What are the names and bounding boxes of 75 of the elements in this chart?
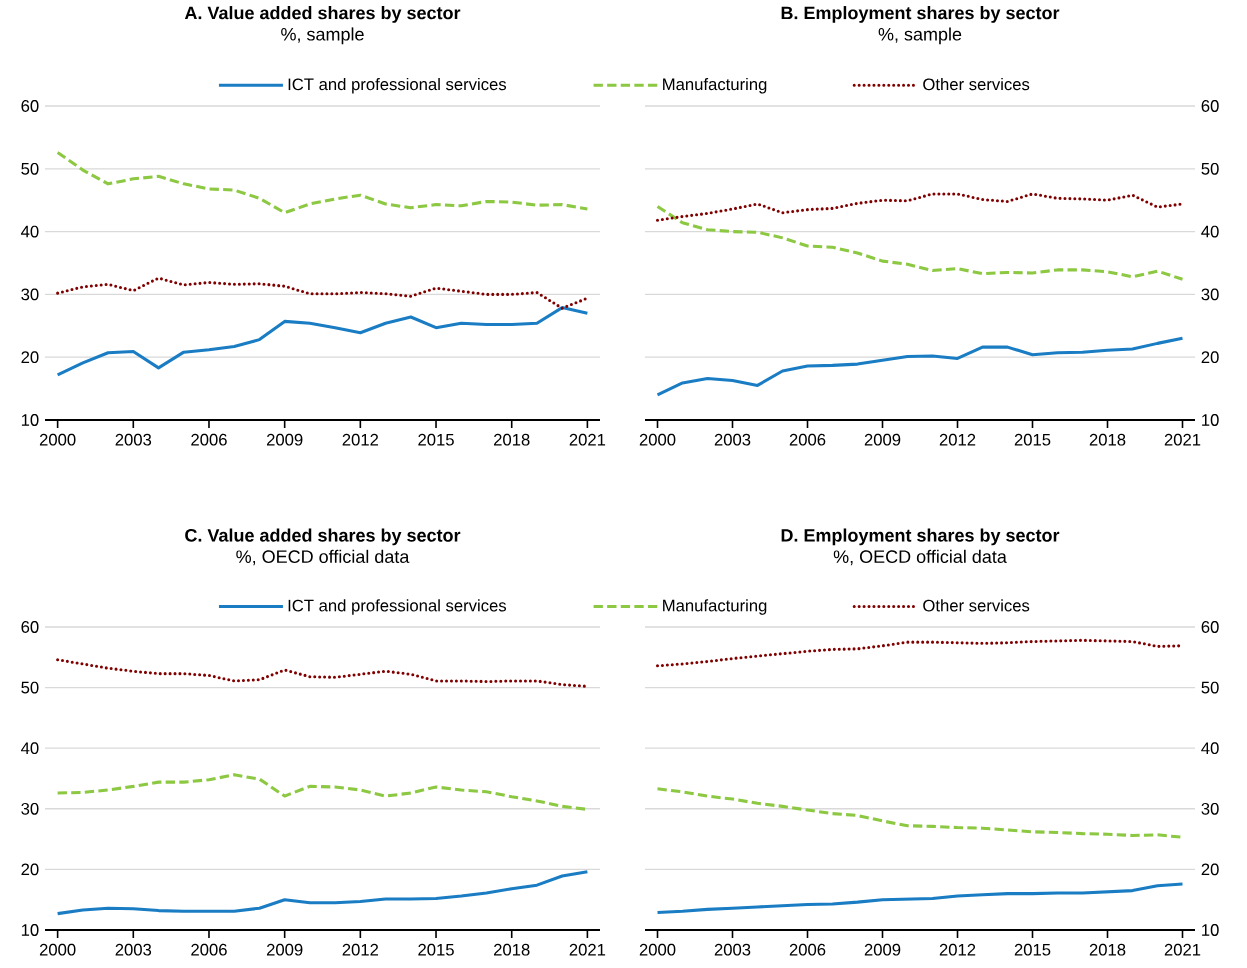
- x-tick-label: 2006: [789, 433, 826, 446]
- y-tick-label: 20: [1201, 351, 1219, 364]
- chart-subtitle: %, sample: [878, 27, 962, 45]
- legend-label: Manufacturing: [663, 599, 767, 615]
- legend-label: Manufacturing: [663, 77, 767, 94]
- line-series: [56, 658, 589, 688]
- x-tick-label: 2012: [342, 943, 379, 956]
- chart-title: D. Employment shares by sector: [781, 528, 1060, 546]
- y-tick-label: 40: [21, 225, 39, 238]
- x-tick-label: 2006: [191, 943, 227, 956]
- x-tick-label: 2012: [342, 433, 379, 446]
- y-tick-label: 20: [21, 351, 39, 364]
- y-tick-label: 60: [21, 100, 39, 112]
- line-series: [56, 150, 589, 215]
- x-tick-label: 2000: [39, 943, 76, 956]
- x-tick-label: 2015: [1014, 943, 1051, 956]
- x-tick-label: 2003: [714, 943, 751, 956]
- x-tick-label: 2018: [1089, 433, 1126, 446]
- y-tick-label: 40: [1201, 742, 1219, 755]
- y-tick-label: 10: [21, 414, 39, 426]
- y-tick-label: 30: [21, 288, 39, 301]
- y-tick-label: 40: [21, 742, 39, 755]
- x-tick-label: 2015: [1014, 433, 1051, 446]
- y-tick-label: 50: [1201, 162, 1219, 175]
- x-tick-label: 2021: [1164, 943, 1201, 956]
- x-tick-label: 2015: [418, 433, 454, 446]
- y-tick-label: 30: [1201, 802, 1219, 815]
- x-tick-label: 2015: [418, 943, 454, 956]
- x-tick-label: 2009: [266, 943, 303, 956]
- y-tick-label: 10: [1202, 924, 1219, 936]
- chart-title: B. Employment shares by sector: [781, 6, 1060, 23]
- legend-label: Other services: [923, 599, 1030, 612]
- x-tick-label: 2012: [939, 433, 976, 446]
- x-tick-label: 2003: [115, 943, 152, 956]
- x-tick-label: 2003: [714, 433, 751, 446]
- x-tick-label: 2000: [39, 433, 76, 446]
- x-tick-label: 2021: [569, 943, 606, 956]
- legend-label: ICT and professional services: [288, 77, 507, 94]
- line-series: [56, 276, 589, 310]
- y-tick-label: 50: [1201, 681, 1219, 694]
- x-tick-label: 2012: [939, 943, 976, 956]
- x-tick-label: 2003: [115, 433, 152, 446]
- line-series: [56, 306, 589, 377]
- line-series: [655, 204, 1185, 281]
- y-tick-label: 40: [1201, 225, 1219, 238]
- y-tick-label: 10: [21, 924, 39, 936]
- y-tick-label: 60: [21, 621, 39, 633]
- legend-label: ICT and professional services: [288, 599, 507, 615]
- chart-subtitle: %, sample: [281, 27, 364, 45]
- y-tick-label: 20: [21, 863, 39, 876]
- x-tick-label: 2018: [494, 433, 530, 446]
- y-tick-label: 30: [1201, 288, 1219, 301]
- x-tick-label: 2018: [1089, 943, 1126, 956]
- chart-subtitle: %, OECD official data: [236, 549, 410, 566]
- chart-title: C. Value added shares by sector: [185, 528, 461, 546]
- y-tick-label: 10: [1202, 414, 1219, 426]
- chart-subtitle: %, OECD official data: [833, 549, 1007, 566]
- y-tick-label: 60: [1201, 100, 1219, 112]
- x-tick-label: 2006: [789, 943, 826, 956]
- x-tick-label: 2021: [569, 433, 606, 446]
- x-tick-label: 2018: [494, 943, 530, 956]
- y-tick-label: 30: [21, 802, 39, 815]
- x-tick-label: 2000: [639, 943, 676, 956]
- x-tick-label: 2000: [639, 433, 676, 446]
- legend-label: Other services: [923, 77, 1030, 91]
- x-tick-label: 2009: [864, 943, 901, 956]
- y-tick-label: 60: [1201, 621, 1219, 633]
- y-tick-label: 50: [21, 162, 39, 175]
- x-tick-label: 2009: [266, 433, 303, 446]
- y-tick-label: 20: [1201, 863, 1219, 876]
- y-tick-label: 50: [21, 681, 39, 694]
- chart-title: A. Value added shares by sector: [184, 6, 461, 23]
- x-tick-label: 2006: [191, 433, 227, 446]
- x-tick-label: 2009: [864, 433, 901, 446]
- x-tick-label: 2021: [1164, 433, 1201, 446]
